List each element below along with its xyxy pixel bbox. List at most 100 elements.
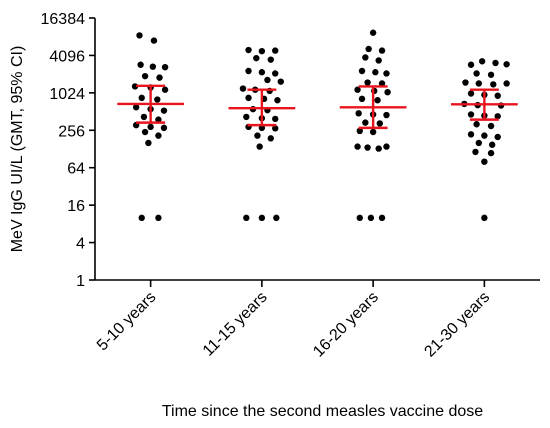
data-point (383, 111, 390, 119)
data-point (358, 95, 366, 103)
data-point (161, 63, 169, 71)
data-point (362, 54, 369, 61)
data-point (378, 47, 386, 54)
data-point (462, 79, 469, 86)
data-point (473, 70, 480, 77)
gmt-ci-bars (117, 84, 518, 130)
x-ticks: 5-10 years 11-15 years 16-20 years 21-30 ye… (94, 280, 493, 361)
y-tick-label: 4 (76, 236, 85, 253)
data-point (273, 214, 280, 222)
data-point (372, 69, 379, 76)
y-axis-title: MeV IgG UI/L (GMT, 95% CI) (9, 46, 26, 253)
data-point (256, 143, 263, 150)
data-point (356, 214, 363, 222)
x-tick-label: 21-30 years (421, 289, 493, 361)
data-point (141, 72, 149, 80)
axes (94, 18, 540, 281)
y-tick-label: 16 (67, 198, 85, 215)
data-point (272, 70, 279, 77)
data-point (149, 63, 157, 70)
data-point (245, 46, 252, 54)
data-point (490, 81, 497, 88)
data-point (364, 144, 371, 151)
data-point (264, 76, 271, 84)
data-point (467, 61, 475, 68)
data-point (488, 141, 496, 148)
data-point (475, 80, 483, 87)
data-point (156, 74, 163, 81)
y-tick-label: 1024 (49, 86, 85, 103)
data-point (243, 113, 250, 121)
data-point (245, 67, 252, 75)
data-point (378, 214, 386, 222)
data-point (253, 54, 260, 62)
data-point (147, 123, 154, 131)
data-point (503, 80, 510, 87)
data-point (272, 47, 279, 54)
data-point (374, 97, 381, 104)
data-point (267, 56, 274, 63)
y-tick-label: 64 (67, 161, 85, 178)
data-point (478, 58, 486, 65)
data-point (376, 120, 383, 127)
data-point (145, 139, 152, 147)
data-point (245, 94, 252, 102)
y-ticks: 1 4 16 64 256 1024 4096 16384 (41, 11, 95, 290)
data-point (494, 92, 501, 99)
data-point (384, 88, 391, 96)
data-point (375, 145, 382, 152)
data-point (378, 80, 386, 87)
data-point (487, 71, 495, 78)
data-point (467, 131, 475, 138)
y-tick-label: 256 (58, 123, 85, 140)
data-point (481, 158, 488, 165)
data-point (473, 121, 480, 128)
data-point (161, 86, 169, 93)
data-point (239, 85, 247, 92)
data-point (481, 132, 488, 139)
data-point (154, 96, 161, 103)
data-point (132, 104, 140, 111)
data-point (258, 69, 266, 76)
data-point (375, 57, 382, 64)
x-axis-title: Time since the second measles vaccine do… (162, 403, 483, 420)
data-point (383, 70, 390, 77)
data-point (354, 143, 361, 150)
data-point (160, 107, 168, 114)
data-point (150, 37, 158, 44)
data-point (467, 111, 475, 118)
y-tick-label: 16384 (41, 11, 86, 28)
data-point (355, 110, 362, 117)
data-point (364, 79, 371, 86)
data-point (354, 86, 361, 93)
data-point (258, 214, 266, 222)
data-point (141, 128, 149, 136)
data-point (475, 139, 483, 147)
data-point (369, 29, 377, 36)
x-tick-label: 5-10 years (94, 289, 159, 354)
data-point (481, 214, 488, 222)
data-point (487, 149, 495, 157)
data-point (140, 113, 148, 121)
data-point (487, 122, 495, 130)
data-point (362, 119, 369, 126)
data-point (155, 132, 162, 139)
data-point (472, 148, 479, 156)
data-point (254, 132, 261, 139)
x-tick-label: 16-20 years (310, 289, 382, 361)
data-point (277, 78, 284, 85)
data-point (267, 135, 274, 142)
data-point (365, 45, 372, 53)
data-point (503, 61, 510, 68)
data-point (136, 32, 143, 39)
data-point (369, 128, 377, 136)
data-point (155, 214, 162, 222)
data-point (272, 115, 279, 123)
data-point (367, 214, 375, 222)
data-points (131, 29, 510, 222)
data-point (160, 124, 168, 132)
data-point (137, 61, 144, 68)
data-point (138, 214, 145, 222)
data-point (272, 125, 279, 132)
